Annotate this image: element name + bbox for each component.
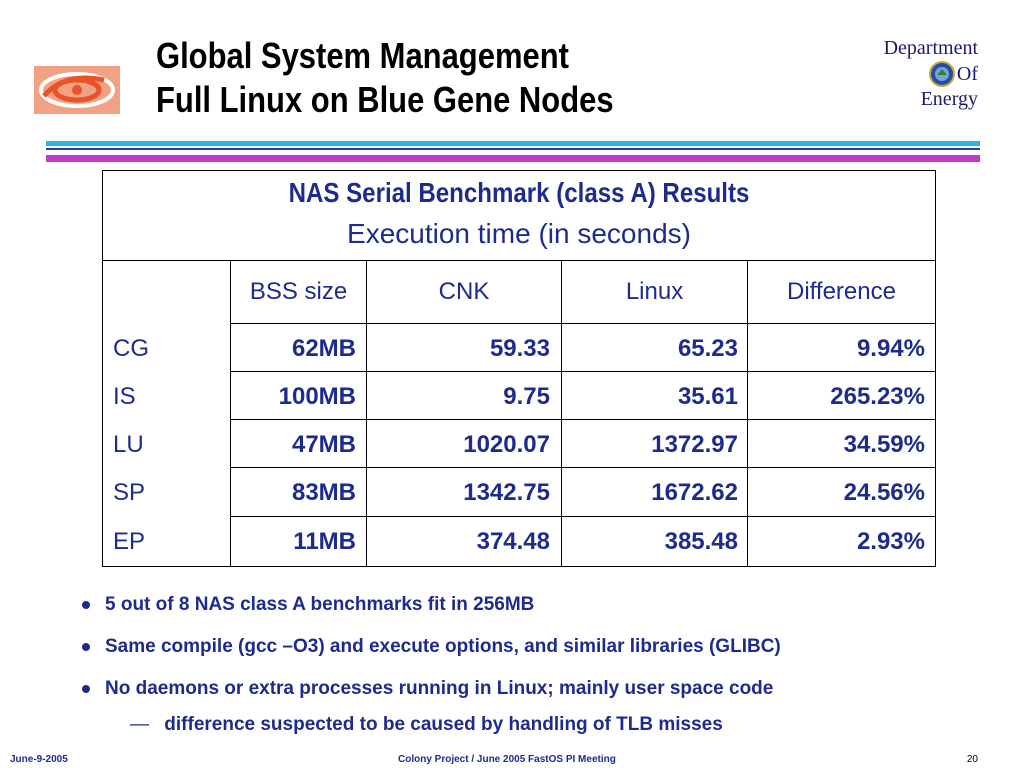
doe-mark: Department Of Energy — [868, 36, 978, 112]
bullet-text: 5 out of 8 NAS class A benchmarks fit in… — [105, 594, 535, 615]
difference: 2.93% — [856, 528, 925, 555]
bss-size: 83MB — [291, 479, 356, 506]
linux-time: 1672.62 — [651, 479, 738, 506]
bullet-text: No daemons or extra processes running in… — [105, 678, 774, 699]
bss-size: 100MB — [278, 383, 356, 410]
row-divider — [231, 467, 935, 468]
table-header: NAS Serial Benchmark (class A) Results E… — [103, 171, 935, 261]
cnk-time: 374.48 — [476, 528, 550, 555]
cnk-time: 9.75 — [503, 383, 550, 410]
slide-title-line1: Global System Management — [156, 35, 569, 76]
slide-title: Global System Management Full Linux on B… — [156, 34, 706, 122]
cnk-time: 1342.75 — [463, 479, 550, 506]
bullet-dot-icon — [82, 685, 90, 693]
difference: 9.94% — [856, 335, 925, 362]
benchmark-name: CG — [113, 335, 149, 362]
benchmark-table: NAS Serial Benchmark (class A) Results E… — [102, 170, 936, 567]
benchmark-name: EP — [113, 528, 146, 555]
bss-size: 62MB — [291, 335, 356, 362]
difference: 24.56% — [843, 479, 925, 506]
difference: 265.23% — [830, 383, 925, 410]
row-divider — [231, 371, 935, 372]
difference: 34.59% — [843, 431, 925, 458]
header-rule-magenta — [46, 155, 980, 162]
doe-line3: Energy — [920, 88, 978, 110]
linux-time: 385.48 — [664, 528, 738, 555]
col-header-cnk: CNK — [438, 278, 490, 305]
table-row: EP 11MB 374.48 385.48 2.93% — [103, 517, 935, 566]
bullet-item: Same compile (gcc –O3) and execute optio… — [80, 634, 980, 660]
cnk-time: 59.33 — [489, 335, 550, 362]
benchmark-name: SP — [113, 479, 146, 506]
bullet-list: 5 out of 8 NAS class A benchmarks fit in… — [80, 592, 980, 718]
benchmark-name: LU — [113, 431, 144, 458]
row-divider — [231, 419, 935, 420]
sub-bullet: — difference suspected to be caused by h… — [130, 712, 723, 738]
bullet-text: Same compile (gcc –O3) and execute optio… — [105, 636, 781, 657]
doe-line1: Department — [883, 37, 978, 59]
table-row: IS 100MB 9.75 35.61 265.23% — [103, 372, 935, 421]
benchmark-name: IS — [113, 383, 136, 410]
table-subtitle: Execution time (in seconds) — [347, 218, 691, 249]
row-divider — [231, 516, 935, 517]
table-row: CG 62MB 59.33 65.23 9.94% — [103, 324, 935, 373]
linux-time: 1372.97 — [651, 431, 738, 458]
table-row: LU 47MB 1020.07 1372.97 34.59% — [103, 420, 935, 469]
bullet-dot-icon — [82, 601, 90, 609]
col-divider — [561, 260, 562, 566]
header-rule-blue — [46, 148, 980, 150]
table-row: SP 83MB 1342.75 1672.62 24.56% — [103, 468, 935, 517]
header-rule-cyan — [46, 141, 980, 146]
bullet-dot-icon — [82, 643, 90, 651]
linux-time: 35.61 — [677, 383, 738, 410]
colony-logo-icon — [34, 66, 120, 114]
page-number: 20 — [966, 754, 978, 765]
footer-center: Colony Project / June 2005 FastOS PI Mee… — [398, 754, 616, 765]
bss-size: 47MB — [291, 431, 356, 458]
sub-bullet-text: difference suspected to be caused by han… — [164, 714, 723, 735]
bullet-item: No daemons or extra processes running in… — [80, 676, 980, 702]
table-title: NAS Serial Benchmark (class A) Results — [288, 177, 750, 208]
col-header-difference: Difference — [787, 278, 896, 305]
col-divider — [747, 260, 748, 566]
cnk-time: 1020.07 — [463, 431, 550, 458]
doe-seal-icon — [928, 61, 955, 87]
slide-title-line2: Full Linux on Blue Gene Nodes — [156, 79, 614, 120]
bss-size: 11MB — [293, 528, 356, 555]
dash-marker: — — [130, 714, 149, 735]
doe-line2: Of — [956, 62, 978, 85]
row-divider — [231, 323, 935, 324]
linux-time: 65.23 — [677, 335, 738, 362]
col-header-linux: Linux — [625, 278, 684, 305]
col-divider — [230, 260, 231, 566]
col-header-bss: BSS size — [249, 278, 348, 305]
footer-date: June-9-2005 — [10, 754, 68, 765]
col-divider — [366, 260, 367, 566]
bullet-item: 5 out of 8 NAS class A benchmarks fit in… — [80, 592, 980, 618]
